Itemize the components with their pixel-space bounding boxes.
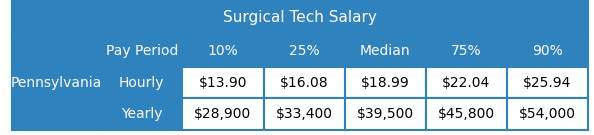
Text: 25%: 25%: [289, 44, 320, 58]
Text: $28,900: $28,900: [194, 107, 252, 121]
Bar: [345, 98, 426, 130]
Text: 90%: 90%: [532, 44, 563, 58]
Text: $54,000: $54,000: [519, 107, 576, 121]
Text: Pay Period: Pay Period: [106, 44, 178, 58]
Bar: [182, 98, 264, 130]
Bar: [426, 98, 507, 130]
Text: Median: Median: [360, 44, 410, 58]
Bar: [507, 98, 588, 130]
Bar: [182, 67, 264, 98]
Bar: [507, 36, 588, 67]
Bar: [12, 0, 588, 36]
Bar: [426, 36, 507, 67]
Text: $33,400: $33,400: [276, 107, 333, 121]
Bar: [426, 67, 507, 98]
Text: Surgical Tech Salary: Surgical Tech Salary: [223, 10, 377, 25]
Text: Pennsylvania: Pennsylvania: [11, 76, 102, 90]
Text: Yearly: Yearly: [121, 107, 163, 121]
Bar: [101, 67, 182, 98]
Text: Hourly: Hourly: [119, 76, 165, 90]
Text: $22.04: $22.04: [443, 76, 491, 90]
Bar: [101, 98, 182, 130]
Text: 10%: 10%: [207, 44, 238, 58]
Text: $45,800: $45,800: [438, 107, 495, 121]
Bar: [507, 67, 588, 98]
Bar: [264, 98, 345, 130]
Text: $39,500: $39,500: [356, 107, 414, 121]
Text: $18.99: $18.99: [361, 76, 410, 90]
Text: $13.90: $13.90: [199, 76, 247, 90]
Bar: [182, 36, 264, 67]
Text: $16.08: $16.08: [280, 76, 328, 90]
Text: $25.94: $25.94: [523, 76, 572, 90]
Bar: [101, 36, 182, 67]
Text: 75%: 75%: [451, 44, 482, 58]
Bar: [264, 67, 345, 98]
Bar: [264, 36, 345, 67]
Bar: [345, 67, 426, 98]
Bar: [345, 36, 426, 67]
Bar: [12, 36, 101, 130]
